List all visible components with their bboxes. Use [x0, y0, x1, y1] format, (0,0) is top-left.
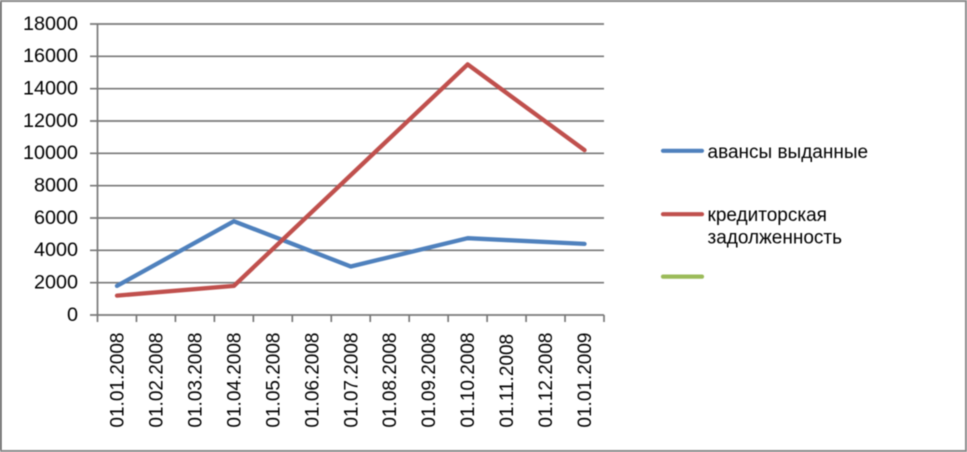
svg-text:01.07.2008: 01.07.2008 — [341, 333, 362, 428]
svg-text:8000: 8000 — [34, 175, 78, 197]
svg-text:01.03.2008: 01.03.2008 — [185, 333, 206, 428]
svg-text:01.12.2008: 01.12.2008 — [536, 333, 557, 428]
svg-text:01.11.2008: 01.11.2008 — [497, 334, 518, 428]
svg-text:16000: 16000 — [23, 45, 78, 67]
svg-text:01.09.2008: 01.09.2008 — [419, 333, 440, 428]
svg-text:01.01.2008: 01.01.2008 — [108, 333, 129, 428]
svg-text:01.05.2008: 01.05.2008 — [263, 333, 284, 428]
svg-text:6000: 6000 — [34, 207, 78, 229]
svg-text:авансы выданные: авансы выданные — [708, 142, 869, 163]
svg-text:01.02.2008: 01.02.2008 — [147, 333, 168, 428]
svg-text:01.10.2008: 01.10.2008 — [458, 333, 479, 428]
svg-text:12000: 12000 — [23, 110, 78, 132]
svg-text:задолженность: задолженность — [708, 227, 843, 248]
svg-text:кредиторская: кредиторская — [708, 205, 827, 226]
svg-text:18000: 18000 — [23, 13, 78, 35]
svg-text:0: 0 — [67, 304, 78, 326]
svg-text:4000: 4000 — [34, 239, 78, 261]
svg-text:2000: 2000 — [34, 272, 78, 294]
svg-text:01.06.2008: 01.06.2008 — [302, 333, 323, 428]
svg-text:01.04.2008: 01.04.2008 — [224, 333, 245, 428]
svg-text:10000: 10000 — [23, 142, 78, 164]
svg-text:01.08.2008: 01.08.2008 — [380, 333, 401, 428]
svg-text:01.01.2009: 01.01.2009 — [575, 333, 596, 428]
svg-text:14000: 14000 — [23, 78, 78, 100]
